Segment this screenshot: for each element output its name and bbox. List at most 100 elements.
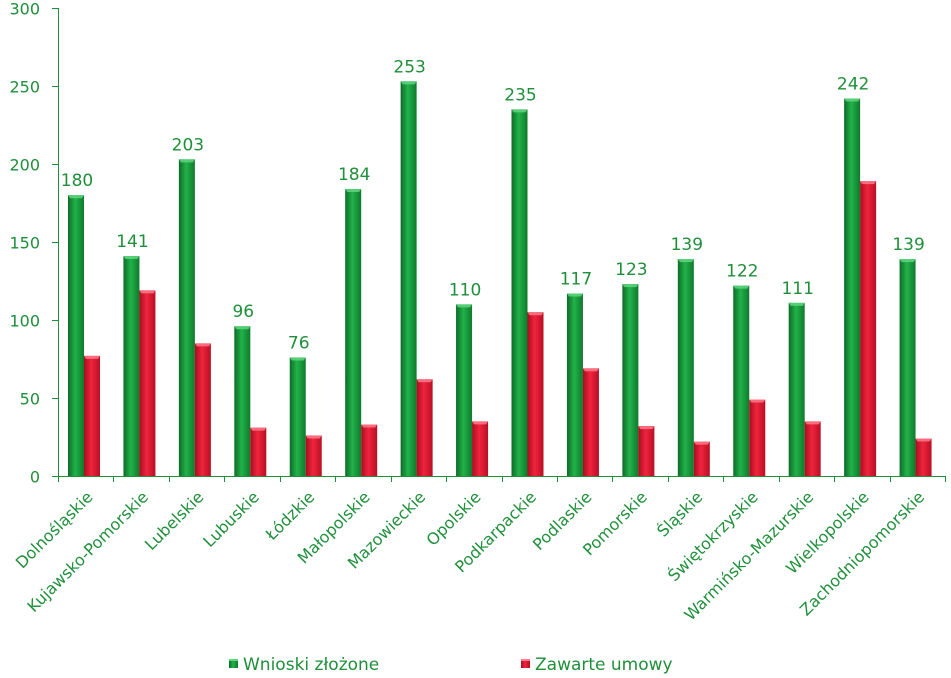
bar-wnioski-cap: [123, 256, 140, 260]
bar-wnioski-cap: [345, 188, 362, 192]
data-label-wnioski: 122: [726, 262, 758, 282]
axes: [58, 8, 946, 482]
data-label-wnioski: 242: [837, 74, 869, 94]
bar-wnioski: [178, 159, 195, 476]
bar-umowy-body: [638, 426, 655, 476]
bar-umowy-cap: [250, 427, 267, 431]
y-tick-label: 100: [9, 312, 40, 331]
x-category-label: Śląskie: [653, 487, 706, 540]
bar-wnioski-body: [456, 304, 473, 476]
bar-umowy-cap: [693, 441, 710, 445]
bar-umowy-body: [361, 424, 378, 476]
bar-wnioski: [899, 259, 916, 476]
bar-wnioski: [289, 357, 306, 476]
bar-umowy: [915, 438, 932, 476]
bar-umowy-cap: [416, 379, 433, 383]
bar-umowy-cap: [527, 312, 544, 316]
data-label-wnioski: 235: [504, 85, 536, 105]
bar-umowy-body: [527, 312, 544, 476]
bar-umowy-body: [472, 421, 489, 476]
y-tick-label: 300: [9, 0, 40, 19]
bar-umowy: [84, 355, 100, 476]
data-label-wnioski: 139: [892, 235, 924, 255]
bar-wnioski: [456, 304, 473, 476]
bar-wnioski-cap: [289, 357, 306, 361]
bar-umowy-body: [804, 421, 821, 476]
legend-item-wnioski: Wnioski złożone: [229, 655, 379, 675]
bar-wnioski-body: [400, 81, 417, 476]
bar-umowy-body: [416, 379, 433, 476]
y-tick-label: 200: [9, 156, 40, 175]
bar-wnioski: [234, 326, 251, 476]
bar-wnioski-cap: [677, 259, 694, 263]
bar-umowy-body: [749, 399, 766, 476]
y-tick-label: 0: [30, 468, 40, 487]
x-axis-labels: DolnośląskieKujawsko-PomorskieLubelskieL…: [12, 487, 928, 624]
legend: Wnioski złożone Zawarte umowy: [229, 655, 673, 675]
legend-swatch-cap: [521, 659, 530, 661]
bar-umowy: [250, 427, 267, 476]
bar-wnioski: [844, 98, 861, 476]
bar-umowy-cap: [84, 355, 100, 359]
bar-wnioski-cap: [456, 304, 473, 308]
legend-item-umowy: Zawarte umowy: [521, 655, 673, 675]
bar-wnioski-cap: [400, 81, 417, 85]
data-label-wnioski: 123: [615, 260, 647, 280]
data-label-wnioski: 141: [116, 232, 148, 252]
bar-wnioski-body: [622, 284, 639, 476]
bar-wnioski-body: [899, 259, 916, 476]
bar-wnioski-cap: [178, 159, 195, 163]
bar-wnioski-body: [788, 302, 805, 476]
bar-wnioski-body: [345, 188, 362, 476]
bar-wnioski: [511, 109, 528, 477]
bars: [68, 81, 932, 477]
data-label-wnioski: 110: [449, 280, 481, 300]
bar-wnioski: [733, 285, 750, 476]
bar-wnioski-body: [844, 98, 861, 476]
bar-wnioski-body: [68, 195, 84, 476]
bar-wnioski-body: [289, 357, 306, 476]
data-label-wnioski: 180: [61, 171, 93, 191]
y-tick-label: 250: [9, 78, 40, 97]
data-label-wnioski: 76: [288, 333, 310, 353]
bar-umowy-cap: [305, 435, 322, 439]
legend-label: Wnioski złożone: [243, 655, 379, 675]
bar-umowy: [693, 441, 710, 476]
data-label-wnioski: 184: [338, 165, 370, 185]
bar-wnioski-cap: [844, 98, 861, 102]
bar-wnioski: [677, 259, 694, 476]
data-labels: 180 141 203 96 76 184 253 110 235 117 123 139 122 111…: [61, 57, 925, 353]
bar-umowy: [472, 421, 489, 476]
x-category-label: Łódzkie: [261, 487, 318, 544]
bar-umowy-cap: [638, 426, 655, 430]
bar-umowy-body: [250, 427, 267, 476]
bar-umowy-body: [860, 181, 877, 476]
bar-umowy-body: [84, 355, 100, 476]
legend-label: Zawarte umowy: [535, 655, 673, 675]
data-label-wnioski: 96: [232, 302, 254, 322]
bar-umowy-body: [139, 290, 156, 476]
bar-wnioski-cap: [733, 285, 750, 289]
bar-umowy: [194, 343, 211, 476]
bar-wnioski-body: [511, 109, 528, 477]
bar-umowy-cap: [749, 399, 766, 403]
bar-wnioski-cap: [68, 195, 84, 199]
bar-wnioski: [788, 302, 805, 476]
bar-umowy-body: [194, 343, 211, 476]
bar-wnioski: [622, 284, 639, 476]
bar-umowy: [860, 181, 877, 476]
bar-umowy-body: [915, 438, 932, 476]
bar-wnioski-cap: [788, 302, 805, 306]
bar-umowy-cap: [139, 290, 156, 294]
bar-wnioski-cap: [511, 109, 528, 113]
bar-wnioski-cap: [566, 293, 583, 297]
data-label-wnioski: 139: [671, 235, 703, 255]
bar-wnioski-cap: [622, 284, 639, 288]
legend-swatch-cap: [229, 659, 238, 661]
bar-umowy: [361, 424, 378, 476]
x-category-label: Lubelskie: [141, 487, 208, 554]
data-label-wnioski: 111: [781, 279, 813, 299]
bar-wnioski-cap: [899, 259, 916, 263]
